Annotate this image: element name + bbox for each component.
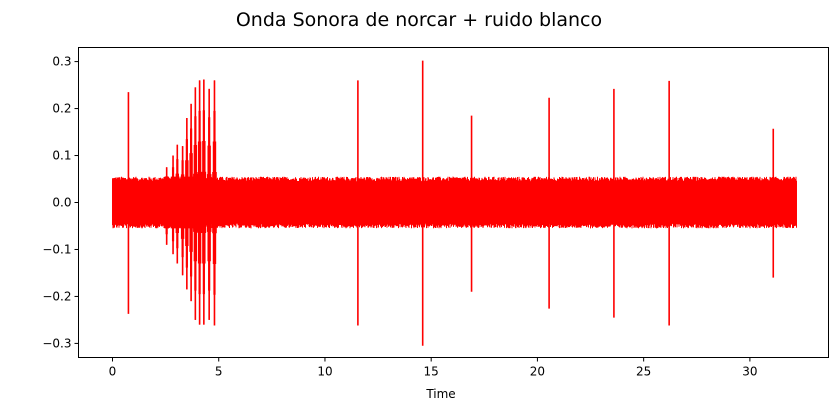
x-axis-label: Time: [425, 387, 455, 401]
y-tick-label: −0.1: [42, 242, 71, 256]
x-tick-label: 10: [317, 365, 332, 379]
x-tick-label: 0: [109, 365, 117, 379]
y-axis: −0.3 −0.2 −0.1 0.0 0.1 0.2 0.3: [42, 55, 79, 350]
y-tick-label: 0.0: [52, 196, 71, 210]
chart-title: Onda Sonora de norcar + ruido blanco: [236, 9, 602, 31]
x-tick-label: 25: [636, 365, 651, 379]
y-tick-label: 0.1: [52, 149, 71, 163]
x-tick-label: 5: [215, 365, 223, 379]
x-tick-label: 30: [742, 365, 757, 379]
plot-frame: [78, 47, 829, 358]
y-tick-label: −0.2: [42, 289, 71, 303]
y-tick-label: −0.3: [42, 336, 71, 350]
x-tick-label: 15: [424, 365, 439, 379]
y-tick-label: 0.3: [52, 55, 71, 69]
waveform-burst: [164, 79, 217, 326]
y-tick-label: 0.2: [52, 102, 71, 116]
x-tick-label: 20: [530, 365, 545, 379]
x-axis: 0 5 10 15 20 25 30: [109, 357, 758, 379]
plot-area: [111, 60, 797, 346]
